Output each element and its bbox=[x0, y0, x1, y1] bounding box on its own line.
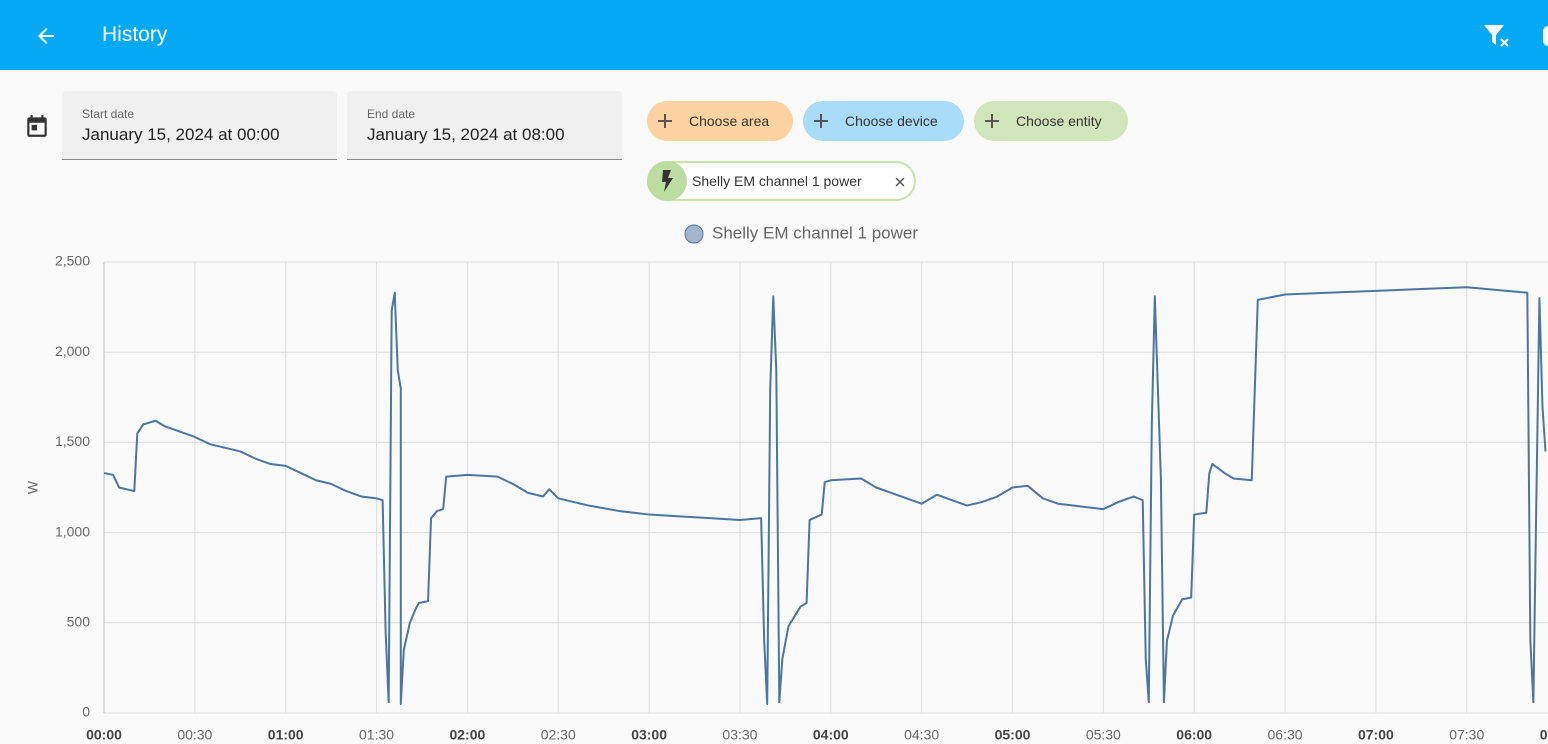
choose-device-chip[interactable]: Choose device bbox=[803, 101, 964, 141]
field-value: January 15, 2024 at 08:00 bbox=[367, 125, 565, 144]
y-tick-label: 500 bbox=[67, 614, 91, 630]
x-tick-label: 02:00 bbox=[449, 727, 485, 743]
y-tick-label: 2,000 bbox=[55, 343, 90, 359]
end-date-field[interactable]: End date January 15, 2024 at 08:00 bbox=[347, 91, 622, 160]
x-tick-label: 06:30 bbox=[1268, 727, 1303, 743]
legend-label: Shelly EM channel 1 power bbox=[712, 223, 918, 242]
legend-swatch bbox=[684, 224, 704, 244]
x-tick-label: 06:00 bbox=[1176, 727, 1212, 743]
x-tick-label: 03:30 bbox=[722, 727, 757, 743]
menu-icon[interactable] bbox=[1543, 26, 1548, 46]
y-tick-label: 0 bbox=[82, 704, 90, 720]
app-bar: History bbox=[0, 0, 1548, 70]
choose-area-chip[interactable]: Choose area bbox=[647, 101, 793, 141]
chip-label: Choose entity bbox=[1016, 113, 1102, 129]
back-button[interactable] bbox=[34, 24, 58, 48]
x-tick-label: 07:00 bbox=[1358, 727, 1394, 743]
plus-icon bbox=[985, 114, 999, 128]
chip-label: Choose area bbox=[689, 113, 770, 129]
choose-entity-chip[interactable]: Choose entity bbox=[974, 101, 1128, 141]
x-tick-label: 01:00 bbox=[268, 727, 304, 743]
clear-filter-button[interactable] bbox=[1482, 24, 1512, 50]
page-title: History bbox=[102, 23, 168, 46]
plus-icon bbox=[658, 114, 672, 128]
x-tick-label: 01:30 bbox=[359, 727, 394, 743]
field-label: Start date bbox=[82, 107, 135, 121]
x-tick-label: 00:30 bbox=[177, 727, 212, 743]
series-line bbox=[103, 286, 1547, 705]
remove-button[interactable] bbox=[894, 176, 906, 188]
field-label: End date bbox=[367, 107, 416, 121]
x-tick-label: 00:00 bbox=[86, 727, 122, 743]
x-tick-label: 05:30 bbox=[1086, 727, 1121, 743]
x-tick-label: 05:00 bbox=[995, 727, 1031, 743]
y-tick-label: 1,000 bbox=[55, 523, 90, 539]
chip-label: Shelly EM channel 1 power bbox=[692, 173, 862, 189]
chip-label: Choose device bbox=[845, 113, 938, 129]
y-axis-label: W bbox=[25, 480, 41, 494]
start-date-field[interactable]: Start date January 15, 2024 at 00:00 bbox=[62, 91, 337, 160]
plus-icon bbox=[814, 114, 828, 128]
calendar-icon[interactable] bbox=[24, 113, 50, 139]
entity-icon bbox=[647, 161, 687, 201]
x-tick-label: 03:00 bbox=[631, 727, 667, 743]
x-tick-label: 04:00 bbox=[813, 727, 849, 743]
selected-entity-chip[interactable]: Shelly EM channel 1 power bbox=[647, 161, 916, 201]
x-tick-label: 02:30 bbox=[541, 727, 576, 743]
x-tick-label: 07:30 bbox=[1449, 727, 1484, 743]
x-tick-label: 08:00 bbox=[1540, 727, 1548, 743]
x-tick-label: 04:30 bbox=[904, 727, 939, 743]
y-tick-label: 2,500 bbox=[55, 253, 90, 269]
y-tick-label: 1,500 bbox=[55, 433, 90, 449]
history-chart: 0 500 1,000 1,500 2,000 2,500 00:00 00:30 01:00 0… bbox=[25, 223, 1548, 743]
field-value: January 15, 2024 at 00:00 bbox=[82, 125, 280, 144]
